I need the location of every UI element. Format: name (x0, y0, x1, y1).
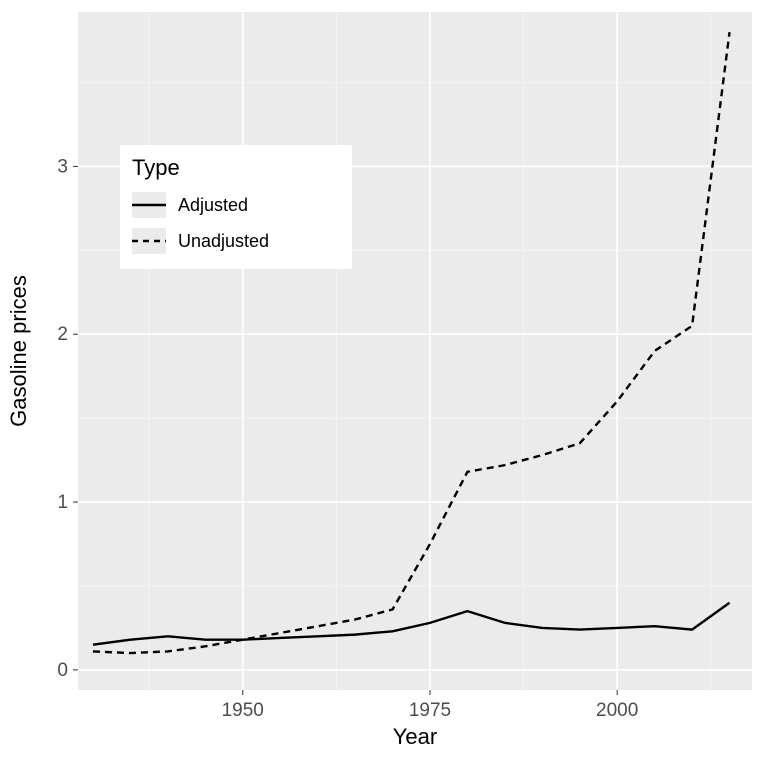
plot-panel (78, 12, 752, 690)
chart-container: 1950 1975 2000 0 1 2 3 Year Gasoline prices Type A… (0, 0, 768, 768)
y-tick-label: 3 (57, 156, 68, 177)
legend-item-label: Unadjusted (178, 231, 269, 251)
y-axis-title: Gasoline prices (6, 275, 31, 427)
y-tick-label: 0 (57, 660, 68, 681)
legend: Type Adjusted Unadjusted (120, 145, 352, 269)
y-tick-label: 1 (57, 492, 68, 513)
x-tick-label: 2000 (596, 700, 638, 721)
legend-title: Type (132, 155, 180, 180)
legend-item-label: Adjusted (178, 195, 248, 215)
x-tick-label: 1950 (222, 700, 264, 721)
y-tick-label: 2 (57, 324, 68, 345)
x-tick-label: 1975 (409, 700, 451, 721)
line-chart-svg: 1950 1975 2000 0 1 2 3 Year Gasoline prices Type A… (0, 0, 768, 768)
x-axis-title: Year (393, 724, 437, 749)
